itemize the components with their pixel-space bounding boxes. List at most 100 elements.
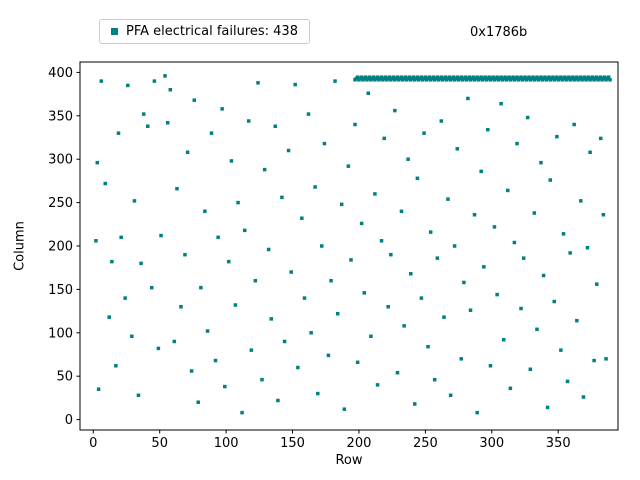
scatter-point (572, 122, 576, 127)
scatter-point (355, 75, 360, 79)
scatter-point (95, 160, 100, 165)
legend-marker-icon (111, 28, 118, 35)
scatter-point (443, 75, 448, 79)
scatter-point (452, 244, 457, 248)
scatter-point (608, 78, 612, 82)
scatter-point (329, 278, 333, 283)
legend: PFA electrical failures: 438 (99, 19, 310, 44)
scatter-point (561, 232, 566, 236)
scatter-point (260, 377, 264, 382)
scatter-point (455, 75, 460, 79)
x-tick-label: 0 (89, 436, 97, 451)
scatter-point (466, 96, 470, 101)
scatter-point (116, 131, 121, 135)
scatter-point (602, 75, 607, 79)
scatter-point (591, 75, 595, 79)
scatter-point (552, 299, 556, 304)
scatter-point (511, 75, 515, 79)
scatter-point (223, 384, 227, 389)
scatter-point (220, 107, 224, 111)
scatter-point (300, 216, 304, 220)
scatter-point (431, 75, 436, 79)
scatter-point (567, 75, 571, 79)
scatter-point (136, 393, 141, 398)
scatter-point (216, 235, 220, 240)
scatter-point (375, 75, 380, 79)
scatter-point (587, 75, 591, 79)
scatter-point (463, 75, 467, 79)
scatter-point (551, 75, 555, 79)
scatter-point (159, 233, 163, 238)
scatter-point (413, 402, 417, 406)
scatter-point (407, 75, 412, 79)
scatter-point (172, 339, 177, 344)
x-tick-label: 250 (413, 436, 438, 451)
scatter-point (246, 119, 251, 123)
y-tick-label: 300 (48, 153, 73, 168)
scatter-point (313, 185, 317, 189)
scatter-point (386, 305, 390, 309)
y-tick-label: 200 (48, 240, 73, 255)
y-tick-label: 350 (48, 109, 73, 124)
scatter-point (475, 75, 479, 79)
x-tick-label: 350 (546, 436, 571, 451)
scatter-point (515, 75, 519, 79)
scatter-point (594, 75, 599, 79)
scatter-point (575, 318, 579, 323)
scatter-point (535, 75, 539, 79)
scatter-point (253, 278, 258, 283)
scatter-point (139, 261, 143, 266)
y-tick-label: 150 (48, 283, 73, 298)
scatter-point (273, 124, 278, 128)
scatter-point (495, 75, 499, 79)
scatter-point (99, 79, 104, 83)
x-tick-label: 100 (214, 436, 239, 451)
scatter-point (471, 75, 475, 79)
scatter-point (203, 209, 207, 214)
scatter-point (565, 379, 570, 384)
scatter-point (472, 213, 477, 217)
scatter-point (189, 369, 194, 373)
scatter-point (179, 305, 183, 309)
scatter-point (320, 244, 324, 248)
scatter-point (359, 221, 364, 226)
scatter-point (130, 334, 134, 339)
scatter-point (581, 395, 586, 399)
scatter-point (415, 176, 420, 181)
scatter-point (525, 115, 530, 120)
scatter-point (387, 75, 392, 79)
scatter-point (512, 240, 517, 245)
y-tick-label: 50 (56, 370, 73, 385)
scatter-point (428, 230, 433, 234)
y-tick-label: 100 (48, 326, 73, 341)
scatter-point (579, 75, 583, 79)
scatter-point (375, 383, 380, 387)
scatter-point (583, 75, 587, 79)
scatter-point (459, 357, 463, 361)
y-axis-label: Column (12, 221, 28, 271)
scatter-point (451, 75, 456, 79)
scatter-point (353, 122, 357, 127)
scatter-point (185, 150, 190, 155)
scatter-point (547, 75, 551, 79)
x-axis-ticks: 0 50 100 150 200 250 300 350 (89, 430, 571, 451)
scatter-point (302, 296, 307, 300)
scatter-point (309, 331, 313, 335)
scatter-point (335, 311, 340, 316)
scatter-point (492, 225, 497, 229)
scatter-point (495, 292, 499, 297)
scatter-point (94, 239, 98, 243)
scatter-point (606, 75, 611, 79)
scatter-point (532, 211, 537, 215)
scatter-point (236, 200, 240, 205)
scatter-point (531, 75, 535, 79)
y-tick-label: 400 (48, 66, 73, 81)
scatter-point (423, 75, 428, 79)
scatter-point (459, 75, 463, 79)
scatter-point (249, 348, 254, 352)
scatter-point (389, 252, 393, 257)
scatter-point (406, 157, 410, 161)
scatter-point (276, 398, 280, 403)
scatter-point (205, 329, 210, 333)
